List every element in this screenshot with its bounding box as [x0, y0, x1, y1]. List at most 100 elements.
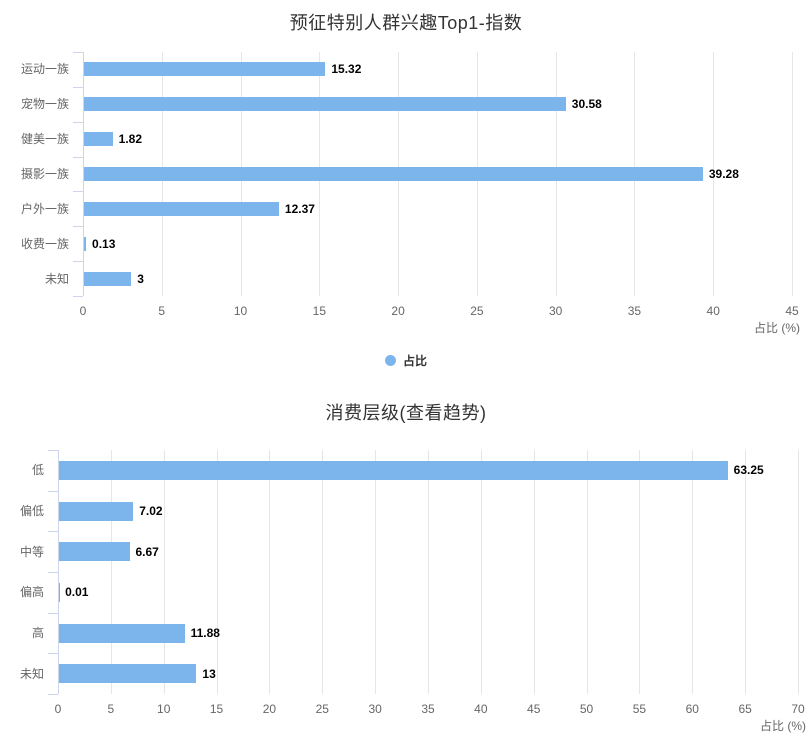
bar[interactable] — [59, 664, 197, 684]
value-label: 63.25 — [733, 463, 764, 478]
x-axis-title: 占比 (%) — [754, 321, 800, 335]
grid-line — [428, 450, 429, 694]
bar[interactable] — [84, 62, 326, 77]
grid-line — [375, 450, 377, 694]
bar-chart-interest-top1: 预征特别人群兴趣Top1-指数 0 5 10 15 20 25 30 35 40 45 运动一族 15… — [0, 13, 812, 369]
category-label: 户外一族 — [20, 201, 69, 216]
grid-line — [480, 450, 482, 694]
bar[interactable] — [84, 201, 279, 216]
y-axis-tick — [48, 613, 58, 614]
x-axis-tick-label: 10 — [233, 304, 248, 318]
y-axis-tick — [48, 572, 58, 573]
grid-line — [533, 450, 535, 694]
x-axis-tick-label: 0 — [54, 702, 62, 716]
bar-chart-consumption-level: 消费层级(查看趋势) 0 5 10 15 20 25 30 35 40 45 50 55 60 65 70 低… — [0, 390, 812, 739]
value-label: 7.02 — [139, 504, 163, 518]
y-axis-tick — [73, 261, 83, 262]
category-label: 摄影一族 — [20, 167, 69, 181]
x-axis-tick-label: 5 — [107, 702, 115, 716]
value-label: 6.67 — [135, 544, 159, 559]
y-axis-tick — [73, 226, 83, 227]
y-axis-tick — [73, 122, 83, 123]
category-label: 宠物一族 — [20, 97, 69, 112]
y-axis-tick — [48, 491, 58, 492]
y-axis-tick — [48, 450, 58, 451]
x-axis-tick-label: 45 — [785, 304, 799, 318]
grid-line — [586, 450, 588, 694]
x-axis-tick-label: 70 — [791, 702, 805, 716]
value-label: 1.82 — [118, 132, 143, 147]
legend-label: 占比 — [402, 354, 427, 368]
bar[interactable] — [84, 167, 703, 181]
x-axis-tick-label: 15 — [312, 304, 326, 318]
x-axis-tick-label: 20 — [262, 702, 277, 716]
x-axis-tick-label: 30 — [368, 702, 382, 716]
bar[interactable] — [84, 132, 113, 147]
grid-line — [216, 450, 218, 694]
bar[interactable] — [84, 97, 566, 112]
x-axis-title: 占比 (%) — [760, 719, 806, 733]
grid-line — [163, 450, 165, 694]
x-axis-tick-label: 30 — [548, 304, 563, 318]
grid-line — [798, 450, 799, 694]
x-axis-tick-label: 25 — [470, 304, 484, 318]
category-label: 中等 — [19, 544, 44, 559]
y-axis-tick — [48, 694, 58, 695]
category-label: 健美一族 — [20, 132, 69, 147]
category-label: 收费一族 — [20, 236, 69, 251]
y-axis-tick — [73, 296, 83, 297]
value-label: 0.01 — [65, 585, 89, 600]
grid-line — [322, 450, 324, 694]
x-axis-tick-label: 10 — [157, 702, 171, 716]
y-axis-tick — [73, 157, 83, 158]
grid-line — [269, 450, 271, 694]
x-axis-tick-label: 20 — [391, 304, 405, 318]
x-axis-tick-label: 0 — [79, 304, 87, 318]
bar[interactable] — [59, 460, 728, 480]
chart-title: 预征特别人群兴趣Top1-指数 — [289, 13, 523, 33]
bar[interactable] — [59, 542, 130, 562]
value-label: 13 — [202, 666, 216, 681]
grid-line — [792, 52, 793, 296]
y-axis-tick — [48, 653, 58, 654]
x-axis-tick-label: 15 — [209, 702, 224, 716]
bar[interactable] — [84, 271, 132, 286]
category-label: 未知 — [19, 666, 44, 681]
legend-item[interactable]: 占比 — [0, 352, 812, 369]
y-axis-line — [83, 52, 84, 296]
y-axis-tick — [48, 531, 58, 532]
category-label: 低 — [31, 463, 44, 478]
legend-marker-icon — [384, 355, 396, 366]
value-label: 39.28 — [708, 167, 739, 181]
x-axis-tick-label: 45 — [527, 702, 541, 716]
category-label: 偏低 — [19, 504, 44, 518]
grid-line — [745, 450, 747, 694]
x-axis-tick-label: 35 — [421, 702, 435, 716]
bar[interactable] — [59, 501, 134, 521]
x-axis-tick-label: 65 — [738, 702, 752, 716]
value-label: 0.13 — [92, 236, 116, 251]
x-axis-tick-label: 40 — [706, 304, 720, 318]
bar[interactable] — [59, 623, 185, 643]
category-label: 偏高 — [19, 585, 44, 600]
bar[interactable] — [84, 236, 87, 251]
value-label: 15.32 — [331, 62, 362, 77]
chart-title-link[interactable]: 消费层级(查看趋势) — [325, 403, 487, 423]
y-axis-line — [58, 450, 59, 694]
plot-area: 0 5 10 15 20 25 30 35 40 45 运动一族 15.32 宠物一族 30.58 健美一族… — [20, 52, 800, 335]
x-axis-tick-label: 55 — [632, 702, 647, 716]
grid-line — [639, 450, 641, 694]
x-axis-tick-label: 25 — [315, 702, 329, 716]
value-label: 30.58 — [571, 97, 602, 112]
x-axis-tick-label: 40 — [474, 702, 488, 716]
grid-line — [713, 52, 715, 296]
y-axis-tick — [73, 52, 83, 53]
plot-area: 0 5 10 15 20 25 30 35 40 45 50 55 60 65 70 低 63.25 偏低 7.02… — [0, 390, 812, 739]
x-axis-tick-label: 35 — [627, 304, 642, 318]
x-axis-tick-label: 5 — [158, 304, 166, 318]
y-axis-tick — [73, 87, 83, 88]
value-label: 11.88 — [190, 626, 220, 640]
x-axis-tick-label: 60 — [685, 702, 699, 716]
value-label: 3 — [137, 271, 144, 286]
category-label: 高 — [31, 626, 44, 640]
